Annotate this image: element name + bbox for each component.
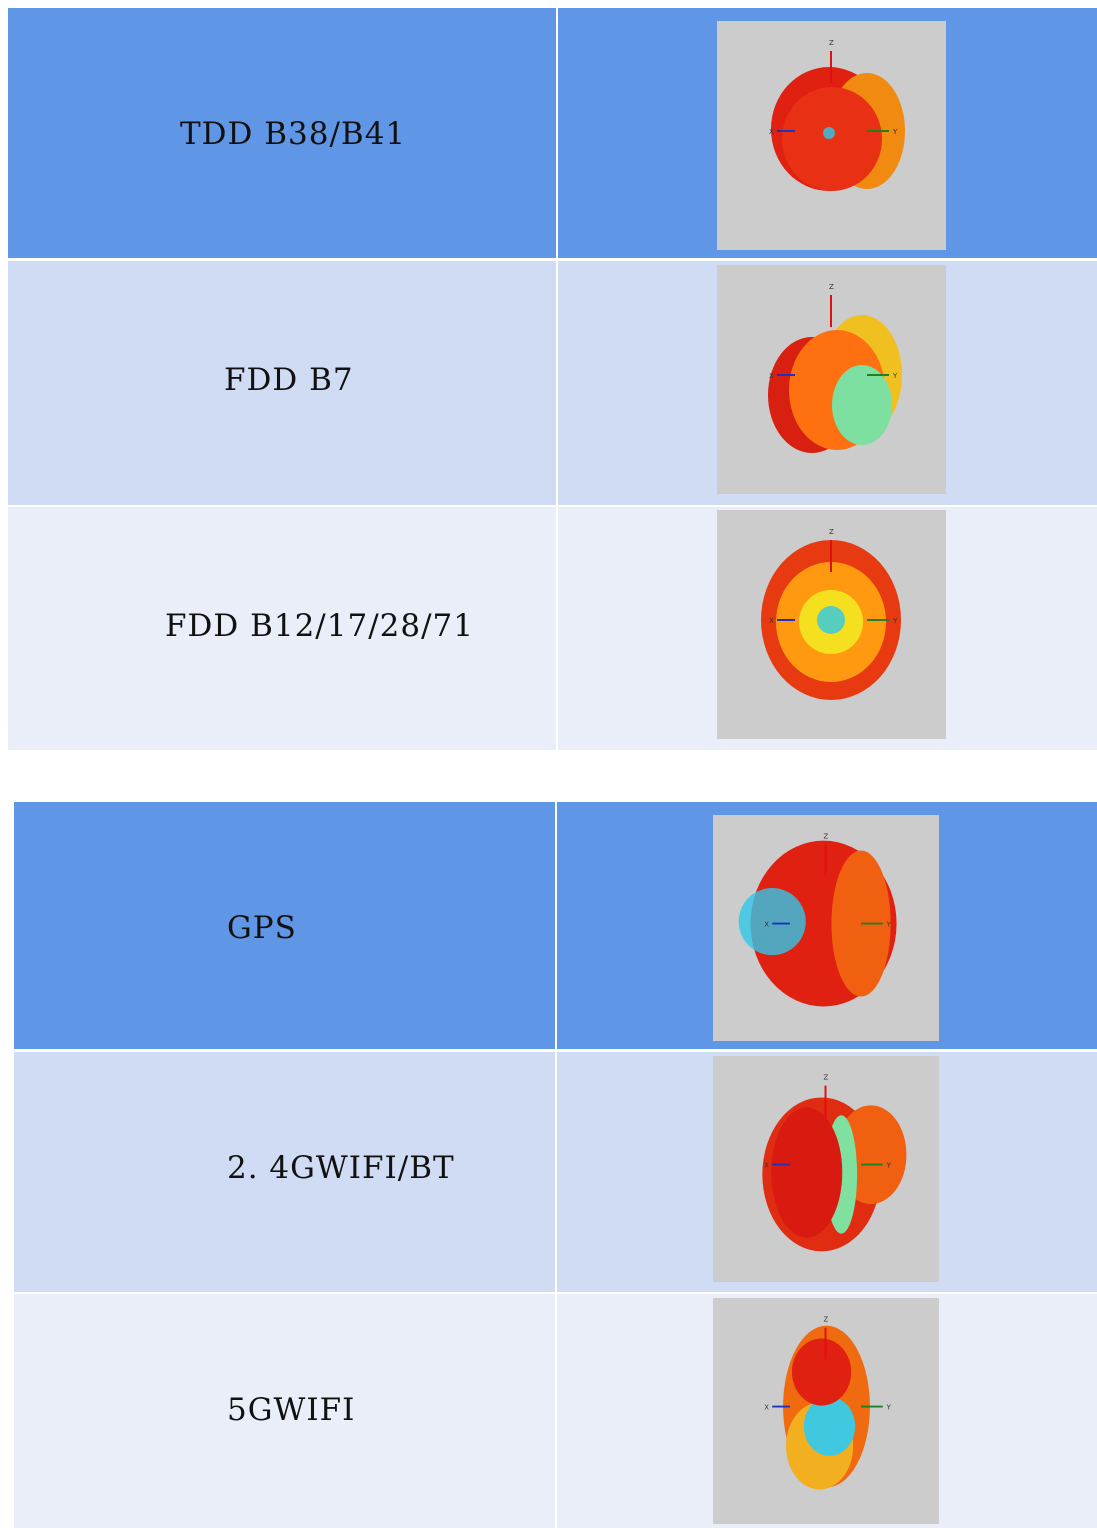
x-axis-label: X xyxy=(769,128,774,136)
y-axis-label: Y xyxy=(892,372,898,380)
radiation-pattern-image: Z X Y xyxy=(717,265,946,494)
radiation-pattern-image: Z X Y xyxy=(713,1298,939,1524)
z-axis-label: Z xyxy=(829,283,834,291)
z-axis-label: Z xyxy=(824,833,829,841)
radiation-pattern-graphic: Z X Y xyxy=(769,39,905,191)
table-1: TDD B38/B41 Z X Y FDD B7 Z X Y FDD B12/17/28… xyxy=(8,8,1097,750)
pattern-null xyxy=(817,606,845,634)
z-axis-label: Z xyxy=(829,39,834,47)
radiation-pattern-image: Z X Y xyxy=(717,21,946,250)
table-row: FDD B7 Z X Y xyxy=(8,261,1097,505)
column-divider xyxy=(555,802,557,1528)
band-label: TDD B38/B41 xyxy=(180,116,407,152)
radiation-pattern-graphic: Z X Y xyxy=(768,283,902,453)
radiation-pattern-graphic: Z X Y xyxy=(764,1316,892,1490)
table-row: FDD B12/17/28/71 Z X Y xyxy=(8,507,1097,750)
radiation-pattern-graphic: Z X Y xyxy=(761,528,901,700)
table-row: TDD B38/B41 Z X Y xyxy=(8,8,1097,258)
x-axis-label: X xyxy=(769,372,774,380)
y-axis-label: Y xyxy=(886,921,892,929)
band-label: 5GWIFI xyxy=(227,1392,356,1428)
band-label: FDD B7 xyxy=(224,362,354,398)
pattern-lobe xyxy=(771,1107,843,1238)
pattern-null xyxy=(823,127,835,139)
table-2: GPS Z X Y 2. 4GWIFI/BT Z X Y 5GWIFI Z X Y xyxy=(14,802,1097,1528)
radiation-pattern-image: Z X Y xyxy=(713,815,939,1041)
y-axis-label: Y xyxy=(892,128,898,136)
z-axis-label: Z xyxy=(824,1316,829,1324)
pattern-lobe xyxy=(782,87,882,191)
pattern-lobe xyxy=(791,1338,852,1406)
x-axis-label: X xyxy=(764,1162,769,1170)
pattern-null xyxy=(738,888,806,956)
x-axis-label: X xyxy=(769,617,774,625)
radiation-pattern-image: Z X Y xyxy=(713,1056,939,1282)
pattern-lobe xyxy=(832,365,892,445)
band-label: GPS xyxy=(227,910,297,946)
radiation-pattern-graphic: Z X Y xyxy=(762,1074,907,1252)
band-label: FDD B12/17/28/71 xyxy=(165,608,474,644)
pattern-lobe xyxy=(803,1396,856,1456)
column-divider xyxy=(556,8,558,750)
x-axis-label: X xyxy=(764,1404,769,1412)
x-axis-label: X xyxy=(764,921,769,929)
y-axis-label: Y xyxy=(886,1162,892,1170)
z-axis-label: Z xyxy=(829,528,834,536)
y-axis-label: Y xyxy=(886,1404,892,1412)
radiation-pattern-image: Z X Y xyxy=(717,510,946,739)
z-axis-label: Z xyxy=(824,1074,829,1082)
band-label: 2. 4GWIFI/BT xyxy=(227,1150,455,1186)
radiation-pattern-graphic: Z X Y xyxy=(738,833,897,1007)
pattern-lobe xyxy=(831,850,891,997)
y-axis-label: Y xyxy=(892,617,898,625)
